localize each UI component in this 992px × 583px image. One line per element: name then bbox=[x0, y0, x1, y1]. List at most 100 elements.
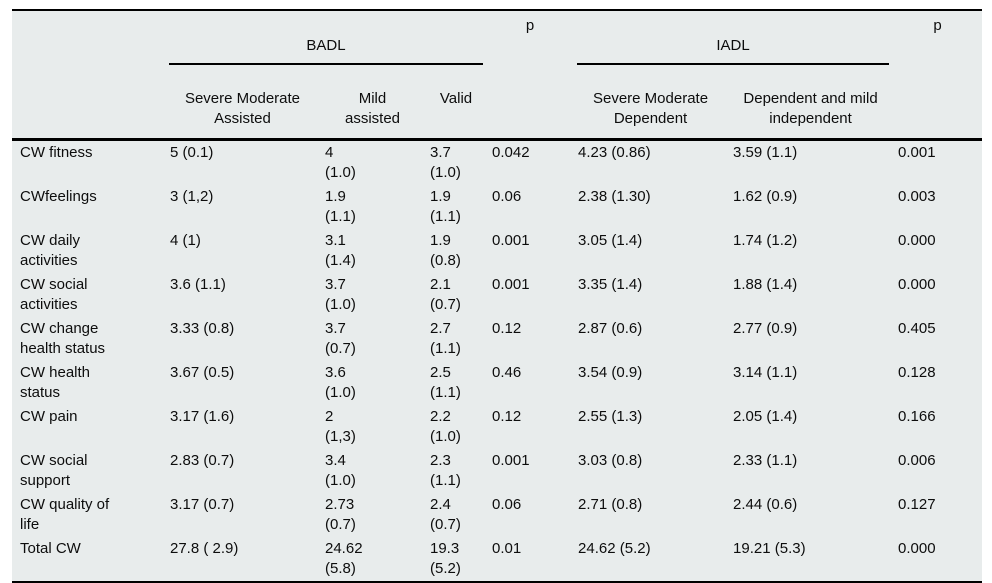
cell-p-badl: 0.46 bbox=[492, 364, 522, 381]
cell-badl-valid: 2.2 (1.0) bbox=[430, 408, 461, 445]
cell-p-iadl: 0.000 bbox=[898, 540, 936, 557]
table-row: CW daily activities 4 (1) 3.1 (1.4) 1.9 … bbox=[12, 229, 982, 273]
cell-badl-severe: 4 (1) bbox=[170, 232, 201, 249]
row-label: CW pain bbox=[20, 408, 78, 425]
empty-subheader-cell bbox=[12, 85, 165, 141]
cell-p-iadl: 0.000 bbox=[898, 232, 936, 249]
table-row: CW pain 3.17 (1.6) 2 (1,3) 2.2 (1.0) 0.1… bbox=[12, 405, 982, 449]
row-label: CW daily activities bbox=[20, 232, 81, 269]
table-row: CW health status 3.67 (0.5) 3.6 (1.0) 2.… bbox=[12, 361, 982, 405]
cell-p-iadl: 0.166 bbox=[898, 408, 936, 425]
cell-badl-mild: 3.7 (1.0) bbox=[325, 276, 356, 313]
cell-p-badl: 0.001 bbox=[492, 232, 530, 249]
row-label: CW health status bbox=[20, 364, 91, 401]
cell-badl-mild: 1.9 (1.1) bbox=[325, 188, 356, 225]
cell-badl-valid: 1.9 (1.1) bbox=[430, 188, 461, 225]
cell-p-iadl: 0.127 bbox=[898, 496, 936, 513]
cell-badl-valid: 2.7 (1.1) bbox=[430, 320, 461, 357]
group-header-badl: BADL bbox=[165, 10, 487, 85]
cell-iadl-severe: 2.55 (1.3) bbox=[578, 408, 643, 425]
cell-badl-valid: 2.5 (1.1) bbox=[430, 364, 461, 401]
table-row: CW social support 2.83 (0.7) 3.4 (1.0) 2… bbox=[12, 449, 982, 493]
subheader-badl-severe: Severe Moderate Assisted bbox=[165, 85, 320, 141]
cell-p-badl: 0.12 bbox=[492, 320, 522, 337]
subheader-badl-mild: Mild assisted bbox=[320, 85, 425, 141]
cell-iadl-dependent: 3.14 (1.1) bbox=[733, 364, 798, 381]
cell-badl-mild: 4 (1.0) bbox=[325, 144, 356, 181]
cell-p-badl: 0.01 bbox=[492, 540, 522, 557]
table-row: Total CW 27.8 ( 2.9) 24.62 (5.8) 19.3 (5… bbox=[12, 537, 982, 582]
cell-badl-valid: 19.3 (5.2) bbox=[430, 540, 461, 577]
cell-p-badl: 0.06 bbox=[492, 188, 522, 205]
cell-p-iadl: 0.001 bbox=[898, 144, 936, 161]
cell-iadl-severe: 2.38 (1.30) bbox=[578, 188, 651, 205]
subheader-badl-valid: Valid bbox=[425, 85, 488, 141]
empty-corner-cell bbox=[12, 10, 165, 85]
cell-iadl-dependent: 1.74 (1.2) bbox=[733, 232, 798, 249]
cell-p-iadl: 0.128 bbox=[898, 364, 936, 381]
table-row: CWfeelings 3 (1,2) 1.9 (1.1) 1.9 (1.1) 0… bbox=[12, 185, 982, 229]
empty-subheader-p1 bbox=[487, 85, 574, 141]
cell-p-badl: 0.12 bbox=[492, 408, 522, 425]
cell-badl-severe: 5 (0.1) bbox=[170, 144, 214, 161]
cell-p-iadl: 0.003 bbox=[898, 188, 936, 205]
group-header-iadl: IADL bbox=[573, 10, 893, 85]
cell-p-iadl: 0.405 bbox=[898, 320, 936, 337]
cell-badl-severe: 3.6 (1.1) bbox=[170, 276, 226, 293]
cell-badl-severe: 3.17 (0.7) bbox=[170, 496, 235, 513]
cell-badl-mild: 3.4 (1.0) bbox=[325, 452, 356, 489]
cell-p-iadl: 0.000 bbox=[898, 276, 936, 293]
cell-badl-severe: 2.83 (0.7) bbox=[170, 452, 235, 469]
p-column-header-badl: p bbox=[525, 17, 535, 34]
cell-iadl-dependent: 19.21 (5.3) bbox=[733, 540, 806, 557]
row-label: CWfeelings bbox=[20, 188, 97, 205]
cell-iadl-severe: 3.35 (1.4) bbox=[578, 276, 643, 293]
cell-p-badl: 0.06 bbox=[492, 496, 522, 513]
table-row: CW social activities 3.6 (1.1) 3.7 (1.0)… bbox=[12, 273, 982, 317]
cell-iadl-severe: 24.62 (5.2) bbox=[578, 540, 651, 557]
cell-iadl-severe: 2.87 (0.6) bbox=[578, 320, 643, 337]
iadl-group-label: IADL bbox=[577, 36, 890, 65]
cell-iadl-severe: 3.05 (1.4) bbox=[578, 232, 643, 249]
table-row: CW fitness 5 (0.1) 4 (1.0) 3.7 (1.0) 0.0… bbox=[12, 140, 982, 186]
cell-iadl-dependent: 1.62 (0.9) bbox=[733, 188, 798, 205]
subheader-iadl-severe: Severe Moderate Dependent bbox=[573, 85, 729, 141]
cell-badl-mild: 3.7 (0.7) bbox=[325, 320, 356, 357]
cell-iadl-dependent: 3.59 (1.1) bbox=[733, 144, 798, 161]
cell-badl-valid: 2.3 (1.1) bbox=[430, 452, 461, 489]
cell-p-badl: 0.001 bbox=[492, 276, 530, 293]
cell-badl-valid: 3.7 (1.0) bbox=[430, 144, 461, 181]
cell-badl-valid: 1.9 (0.8) bbox=[430, 232, 461, 269]
cell-iadl-severe: 3.03 (0.8) bbox=[578, 452, 643, 469]
table-row: CW quality of life 3.17 (0.7) 2.73 (0.7)… bbox=[12, 493, 982, 537]
row-label: CW social support bbox=[20, 452, 88, 489]
cell-badl-mild: 3.1 (1.4) bbox=[325, 232, 356, 269]
group-header-row: BADL p IADL p bbox=[12, 10, 982, 85]
badl-iadl-comparison-table: BADL p IADL p Severe Moderate Assisted M… bbox=[12, 9, 983, 583]
badl-group-label: BADL bbox=[169, 36, 484, 65]
cell-p-badl: 0.001 bbox=[492, 452, 530, 469]
sub-header-row: Severe Moderate Assisted Mild assisted V… bbox=[12, 85, 983, 141]
subheader-iadl-dependent: Dependent and mild independent bbox=[728, 85, 894, 141]
cell-iadl-dependent: 2.33 (1.1) bbox=[733, 452, 798, 469]
cell-iadl-dependent: 1.88 (1.4) bbox=[733, 276, 798, 293]
cell-badl-severe: 3.17 (1.6) bbox=[170, 408, 235, 425]
row-label: CW change health status bbox=[20, 320, 106, 357]
cell-badl-severe: 3.33 (0.8) bbox=[170, 320, 235, 337]
cell-badl-severe: 3 (1,2) bbox=[170, 188, 214, 205]
cell-badl-severe: 3.67 (0.5) bbox=[170, 364, 235, 381]
row-label: CW fitness bbox=[20, 144, 93, 161]
table-row: CW change health status 3.33 (0.8) 3.7 (… bbox=[12, 317, 982, 361]
cell-badl-mild: 24.62 (5.8) bbox=[325, 540, 363, 577]
cell-iadl-severe: 3.54 (0.9) bbox=[578, 364, 643, 381]
empty-subheader-p2 bbox=[893, 85, 983, 141]
row-label: Total CW bbox=[20, 540, 81, 557]
results-table-wrapper: BADL p IADL p Severe Moderate Assisted M… bbox=[12, 9, 983, 583]
cell-badl-mild: 2 (1,3) bbox=[325, 408, 356, 445]
cell-badl-mild: 2.73 (0.7) bbox=[325, 496, 356, 533]
cell-p-iadl: 0.006 bbox=[898, 452, 936, 469]
row-label: CW quality of life bbox=[20, 496, 110, 533]
cell-iadl-severe: 4.23 (0.86) bbox=[578, 144, 651, 161]
cell-iadl-dependent: 2.44 (0.6) bbox=[733, 496, 798, 513]
cell-badl-valid: 2.4 (0.7) bbox=[430, 496, 461, 533]
